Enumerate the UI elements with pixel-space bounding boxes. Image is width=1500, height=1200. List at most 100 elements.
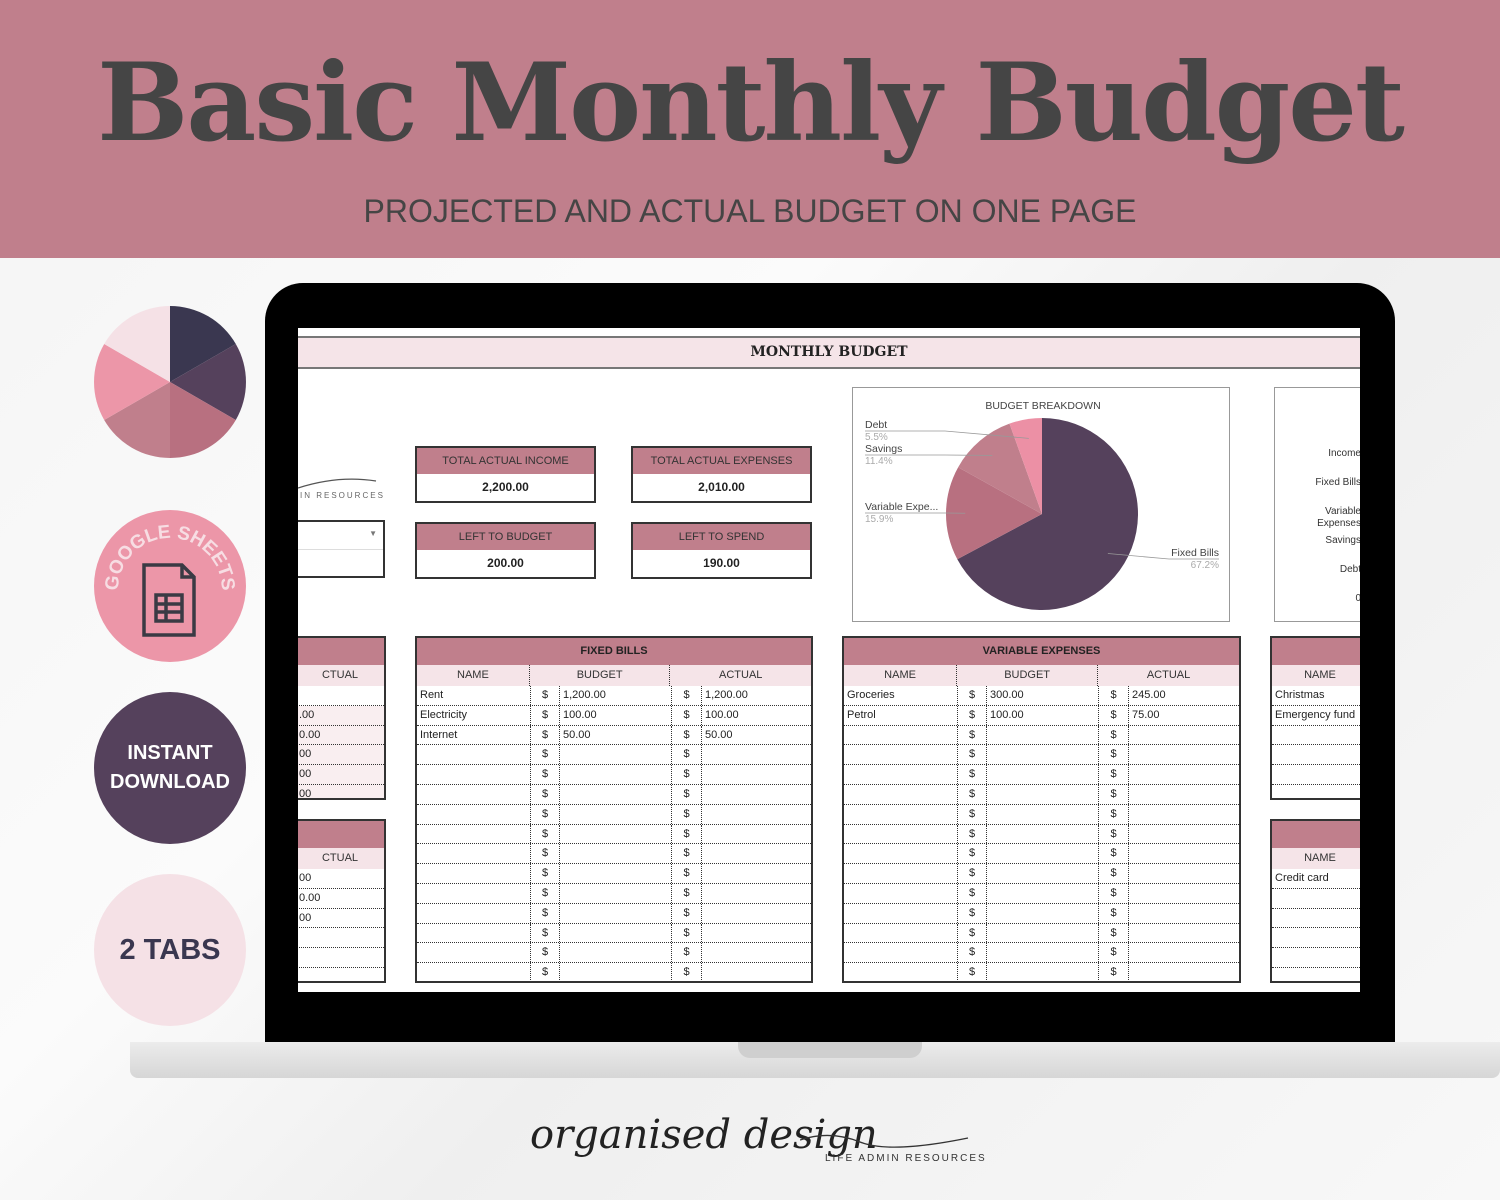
table-row[interactable] [1272,928,1360,949]
table-row[interactable]: $ $ [844,765,1239,785]
table-title [298,821,384,848]
month-dropdown[interactable]: ▼ [298,520,385,578]
table-row[interactable]: Emergency fund [1272,706,1360,726]
table-row[interactable] [1272,785,1360,798]
cell-currency: $ [672,686,702,705]
table-row[interactable]: $ $ [844,923,1239,944]
table-row[interactable]: .00 [298,705,384,726]
cell-budget [560,864,672,883]
slice-label: Debt [865,419,887,431]
table-row[interactable]: 0.00 [298,725,384,746]
table-row[interactable]: Groceries $300.00 $245.00 [844,686,1239,706]
cell-budget [560,844,672,864]
table-row[interactable]: $ $ [417,844,811,865]
table-row[interactable]: $ $ [844,725,1239,746]
spreadsheet-screen: MONTHLY BUDGET IN RESOURCES ▼ TOTAL ACTU… [298,328,1360,992]
cell [1272,948,1360,967]
table-row[interactable]: $ $ [417,804,811,825]
table-row[interactable]: $ $ [417,943,811,964]
cell-budget [987,745,1099,765]
cell-currency: $ [1099,883,1129,903]
cell-currency: $ [531,844,560,864]
cell-actual [1129,745,1239,764]
table-title: FIXED BILLS [417,638,811,665]
table-row[interactable]: $ $ [417,883,811,904]
cell-currency: $ [531,883,560,903]
leader-line [1107,553,1219,560]
table-row[interactable]: $ $ [417,963,811,981]
cell-currency: $ [958,745,987,765]
cell-budget [987,923,1099,943]
cell-actual [702,765,811,784]
cell-currency: $ [958,844,987,864]
table-row[interactable]: $ $ [844,864,1239,884]
table-row[interactable] [1272,968,1360,981]
cell-actual [702,785,811,804]
table-row[interactable]: $ $ [417,765,811,785]
table-row[interactable]: $ $ [417,923,811,944]
pie-slice [958,423,1042,514]
table-row[interactable]: Internet $50.00 $50.00 [417,725,811,746]
cell-name [417,923,531,943]
table-row[interactable]: 00 [298,909,384,929]
axis-label: Savings [1325,535,1360,546]
table-row[interactable] [1272,745,1360,766]
tabs-badge: 2 TABS [94,874,246,1026]
variable-expenses-table: VARIABLE EXPENSES NAME BUDGET ACTUAL Groceri… [842,636,1241,983]
cell-actual [702,884,811,903]
cell-currency: $ [958,765,987,784]
kpi-total-actual-expenses: TOTAL ACTUAL EXPENSES 2,010.00 [631,446,812,503]
table-row[interactable]: $ $ [844,824,1239,845]
table-row[interactable]: $ $ [417,745,811,766]
cell-currency: $ [531,963,560,981]
table-row[interactable]: $ $ [844,804,1239,825]
logo-tagline-partial: IN RESOURCES [300,491,385,500]
cell-currency: $ [531,824,560,844]
cell-name [417,903,531,923]
table-row[interactable]: $ $ [417,864,811,884]
table-row[interactable]: $ $ [417,784,811,805]
table-row[interactable]: $ $ [844,745,1239,766]
table-row[interactable]: $ $ [844,784,1239,805]
cell-name: Internet [417,725,531,745]
table-row[interactable] [1272,948,1360,968]
table-row[interactable]: $ $ [844,903,1239,924]
kpi-label: TOTAL ACTUAL INCOME [417,448,594,474]
cell-currency: $ [958,963,987,981]
table-row[interactable] [1272,765,1360,785]
cell-name: Groceries [844,686,958,705]
cell-name [417,765,531,784]
column-header: ACTUAL [719,669,763,681]
table-row[interactable]: $ $ [417,824,811,845]
table-row[interactable] [298,968,384,981]
table-row[interactable]: Petrol $100.00 $75.00 [844,705,1239,726]
table-row[interactable]: Credit card [1272,869,1360,889]
cell-currency: $ [958,903,987,923]
cell-budget [560,943,672,963]
table-row[interactable] [298,686,384,706]
table-row[interactable]: $ $ [844,844,1239,865]
table-row[interactable]: $ $ [844,883,1239,904]
table-row[interactable]: Electricity $100.00 $100.00 [417,705,811,726]
table-row[interactable] [1272,889,1360,909]
table-row[interactable]: $ $ [844,943,1239,964]
table-row[interactable]: Christmas [1272,686,1360,706]
table-row[interactable]: Rent $1,200.00 $1,200.00 [417,686,811,706]
cell-actual [1129,924,1239,943]
table-row[interactable]: $ $ [844,963,1239,981]
cell-name [417,864,531,883]
table-row[interactable]: 00 [298,869,384,889]
table-row[interactable] [1272,726,1360,746]
table-row[interactable] [298,928,384,949]
table-row[interactable] [1272,909,1360,929]
table-row[interactable]: 00 [298,765,384,785]
cell: 00 [299,748,312,761]
table-row[interactable]: $ $ [417,903,811,924]
table-row[interactable]: 00 [298,745,384,766]
table-row[interactable]: 0.00 [298,889,384,909]
table-row[interactable]: 00 [298,784,384,798]
cell-currency: $ [672,784,702,804]
cell-name [417,804,531,824]
cell-currency: $ [1099,686,1129,705]
table-row[interactable] [298,948,384,968]
